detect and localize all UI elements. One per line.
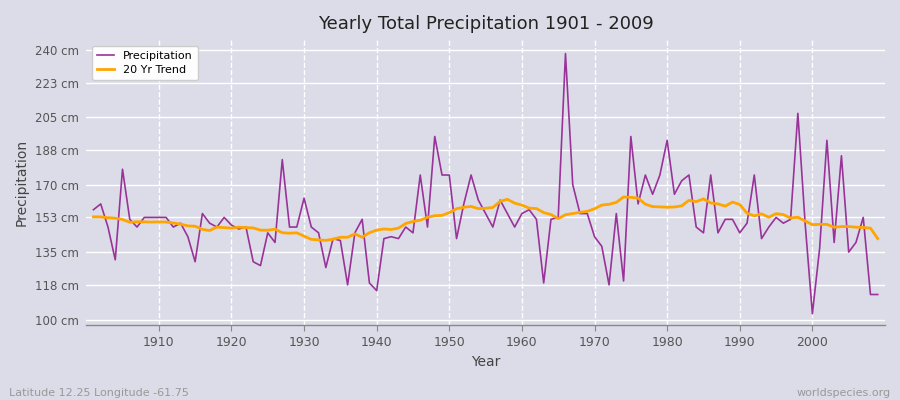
20 Yr Trend bbox=[88, 214, 99, 219]
Text: Latitude 12.25 Longitude -61.75: Latitude 12.25 Longitude -61.75 bbox=[9, 388, 189, 398]
Precipitation bbox=[509, 225, 520, 230]
Title: Yearly Total Precipitation 1901 - 2009: Yearly Total Precipitation 1901 - 2009 bbox=[318, 15, 653, 33]
20 Yr Trend bbox=[146, 220, 157, 224]
Line: 20 Yr Trend: 20 Yr Trend bbox=[94, 197, 878, 240]
20 Yr Trend bbox=[611, 200, 622, 205]
Precipitation bbox=[349, 230, 360, 235]
Text: worldspecies.org: worldspecies.org bbox=[796, 388, 891, 398]
X-axis label: Year: Year bbox=[471, 355, 500, 369]
Precipitation bbox=[517, 211, 527, 216]
20 Yr Trend bbox=[517, 203, 527, 208]
Legend: Precipitation, 20 Yr Trend: Precipitation, 20 Yr Trend bbox=[92, 46, 198, 80]
Precipitation bbox=[611, 211, 622, 216]
Precipitation bbox=[807, 311, 818, 316]
20 Yr Trend bbox=[524, 206, 535, 210]
Line: Precipitation: Precipitation bbox=[94, 54, 878, 314]
20 Yr Trend bbox=[306, 237, 317, 242]
20 Yr Trend bbox=[356, 235, 367, 240]
Precipitation bbox=[872, 292, 883, 297]
Precipitation bbox=[88, 207, 99, 212]
Precipitation bbox=[146, 215, 157, 220]
20 Yr Trend bbox=[618, 194, 629, 199]
20 Yr Trend bbox=[320, 238, 331, 243]
Y-axis label: Precipitation: Precipitation bbox=[15, 139, 29, 226]
Precipitation bbox=[560, 51, 571, 56]
20 Yr Trend bbox=[872, 236, 883, 241]
Precipitation bbox=[306, 225, 317, 230]
